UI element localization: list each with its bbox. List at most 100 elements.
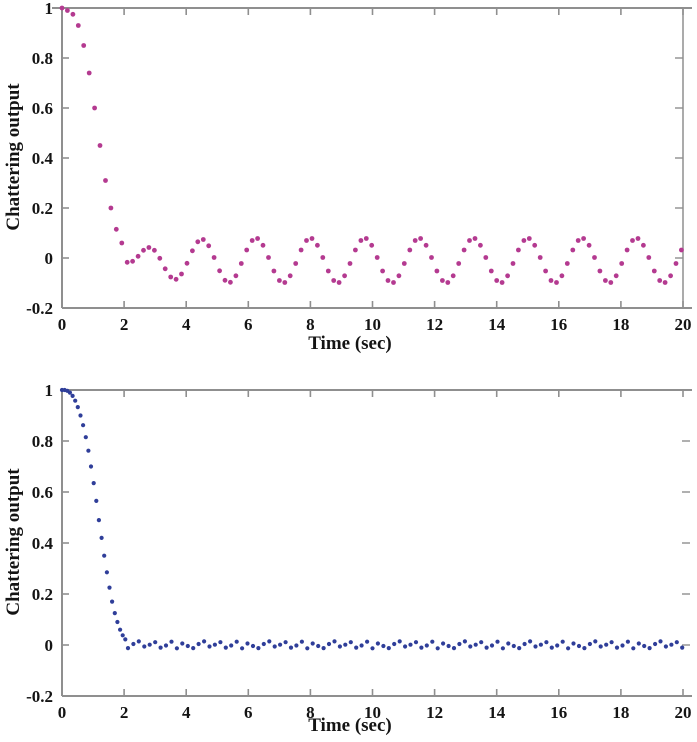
data-point xyxy=(260,242,266,248)
data-point xyxy=(92,105,97,111)
x-tick-label: 12 xyxy=(426,703,443,722)
data-point xyxy=(78,413,83,418)
series-dots xyxy=(59,5,684,285)
data-point xyxy=(484,645,489,650)
data-point xyxy=(130,258,136,264)
data-point xyxy=(386,646,391,651)
data-point xyxy=(571,641,576,646)
data-point xyxy=(131,641,136,647)
data-point xyxy=(526,236,532,241)
data-point xyxy=(207,644,212,649)
data-point xyxy=(609,640,614,645)
data-point xyxy=(564,261,570,266)
data-point xyxy=(467,238,472,243)
data-point xyxy=(642,643,647,649)
data-point xyxy=(674,640,679,645)
axes: 0 2 4 6 8 10 12 14 16 18 20 1 0.8 0.6 0.4 0.2 0 -0.2 xyxy=(26,0,692,334)
data-point xyxy=(162,266,168,272)
data-point xyxy=(261,641,266,647)
data-point xyxy=(499,280,505,285)
data-point xyxy=(489,643,495,648)
data-point xyxy=(217,268,223,274)
data-point xyxy=(450,273,456,279)
data-point xyxy=(152,247,157,253)
data-point xyxy=(233,273,239,279)
y-tick-label: -0.2 xyxy=(26,299,53,318)
data-point xyxy=(266,255,271,260)
data-point xyxy=(142,644,147,649)
data-point xyxy=(641,242,646,248)
data-point xyxy=(238,261,244,266)
data-point xyxy=(277,278,282,283)
data-point xyxy=(348,640,353,645)
data-point xyxy=(103,178,108,183)
series-dots xyxy=(59,387,685,651)
data-point xyxy=(549,645,554,650)
x-tick-label: 0 xyxy=(58,703,67,722)
data-point xyxy=(354,645,359,650)
data-point xyxy=(419,645,424,650)
data-point xyxy=(483,255,489,260)
data-point xyxy=(441,641,446,646)
data-point xyxy=(679,247,684,253)
data-point xyxy=(657,278,663,283)
data-point xyxy=(336,280,342,285)
data-point xyxy=(107,585,112,590)
data-point xyxy=(118,627,123,632)
data-point xyxy=(381,643,386,649)
data-point xyxy=(195,239,201,245)
data-point xyxy=(374,255,380,260)
x-tick-label: 2 xyxy=(120,703,129,722)
x-tick-label: 18 xyxy=(612,315,629,334)
data-point xyxy=(146,245,152,250)
data-point xyxy=(212,642,217,647)
data-point xyxy=(430,639,435,644)
data-point xyxy=(173,276,179,282)
data-point xyxy=(211,255,217,260)
data-point xyxy=(96,518,101,523)
data-point xyxy=(342,273,347,279)
data-point xyxy=(353,247,358,253)
data-point xyxy=(369,242,375,248)
data-point xyxy=(624,247,630,253)
data-point xyxy=(598,644,603,649)
y-axis-title: Chattering output xyxy=(3,468,24,616)
x-tick-label: 4 xyxy=(182,315,191,334)
data-point xyxy=(70,11,76,17)
data-point xyxy=(461,247,467,253)
data-point xyxy=(566,646,571,651)
data-point xyxy=(543,268,548,274)
data-point xyxy=(326,641,332,647)
data-point xyxy=(147,642,152,647)
data-point xyxy=(168,274,174,280)
data-point xyxy=(532,242,538,248)
data-point xyxy=(75,405,80,410)
x-tick-label: 2 xyxy=(120,315,129,334)
data-point xyxy=(647,646,652,651)
data-point xyxy=(570,247,576,253)
y-tick-label: 0.6 xyxy=(32,99,53,118)
y-tick-label: -0.2 xyxy=(26,687,53,706)
data-point xyxy=(136,639,141,644)
data-point xyxy=(70,393,75,398)
x-tick-label: 6 xyxy=(244,315,253,334)
data-point xyxy=(110,599,115,604)
data-point xyxy=(365,639,370,644)
data-point xyxy=(445,280,451,285)
data-point xyxy=(271,268,277,274)
data-point xyxy=(310,641,315,646)
data-point xyxy=(468,644,473,649)
x-tick-label: 16 xyxy=(550,703,567,722)
data-point xyxy=(278,642,283,647)
data-point xyxy=(636,641,641,646)
data-point xyxy=(451,646,457,651)
y-tick-label: 0.8 xyxy=(32,432,53,451)
data-point xyxy=(157,255,163,261)
data-point xyxy=(500,646,505,651)
data-point xyxy=(494,278,500,283)
data-point xyxy=(385,278,391,283)
data-point xyxy=(581,236,586,241)
data-point xyxy=(555,643,560,648)
data-point xyxy=(325,268,331,274)
data-point xyxy=(380,268,385,274)
